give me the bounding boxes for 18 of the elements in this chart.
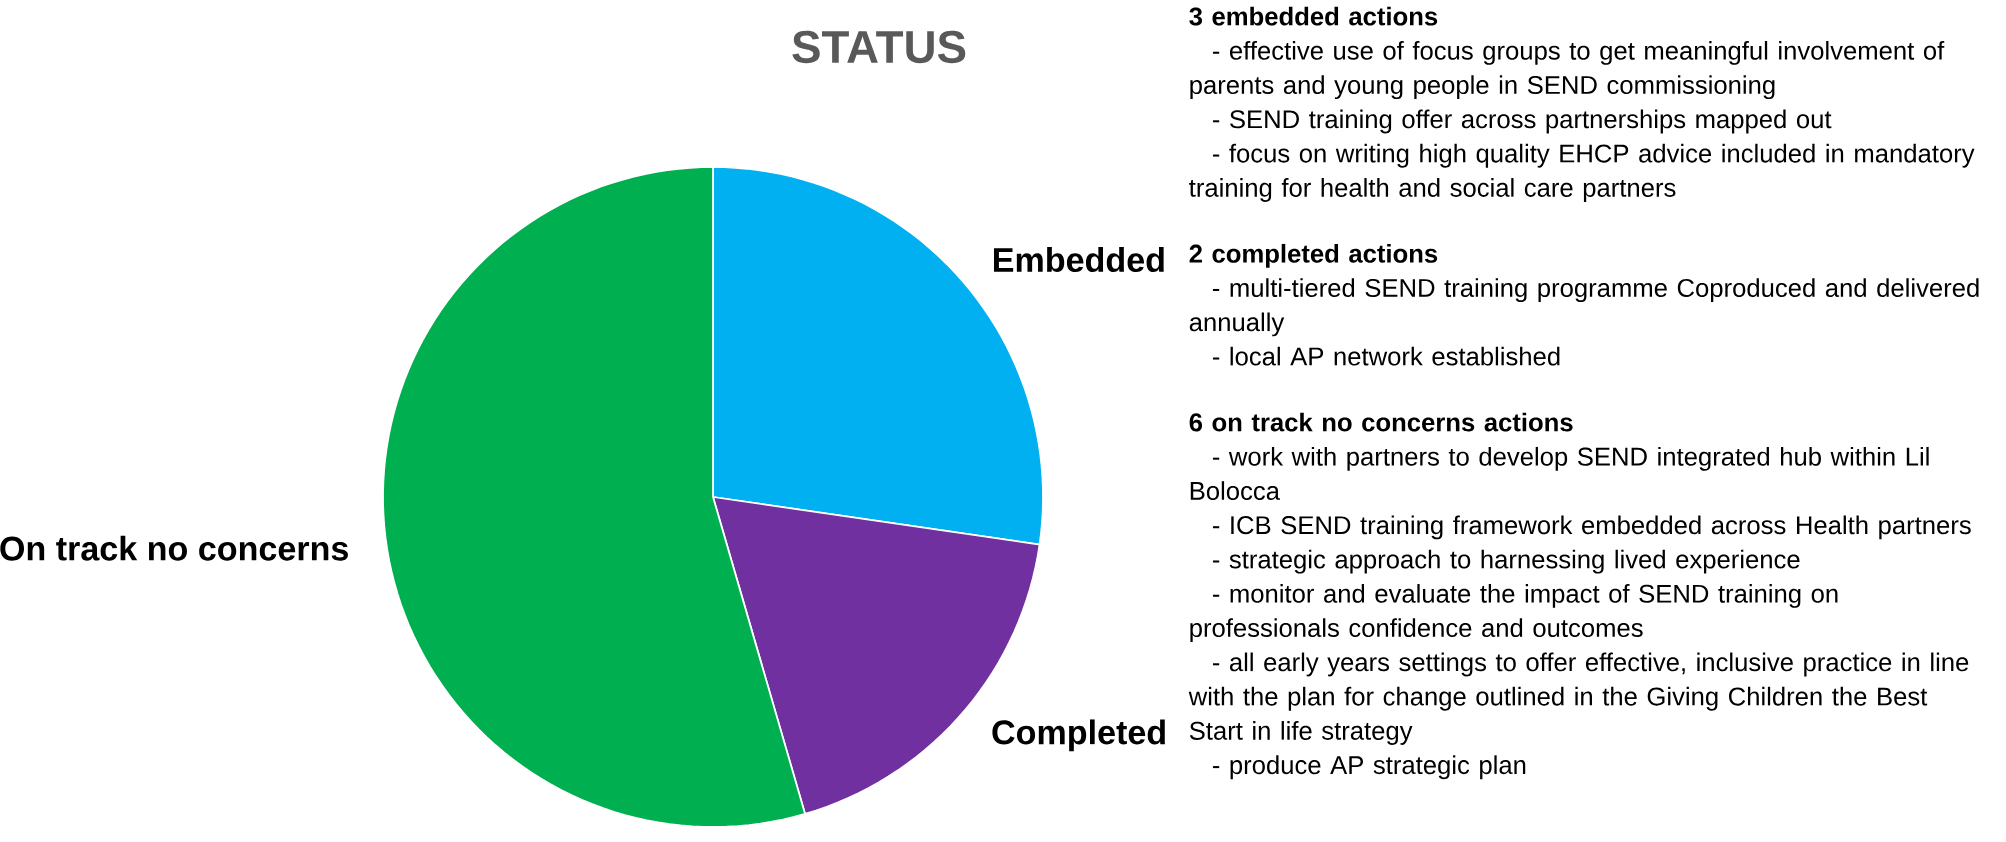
text: - work with partners to develop SEND integrated hub within Lil Bolocca	[1190, 446, 1929, 501]
text: - multi-tiered SEND training programme Coproduced and delivered annually	[1189, 278, 1979, 337]
text: - SEND training offer across partnerships mapped out	[1212, 109, 1832, 134]
chart-title: STATUS	[792, 30, 966, 64]
text: - focus on writing high quality EHCP advice included in mandatory training for health and social care partners	[1189, 143, 1975, 202]
text: 3 embedded actions	[1189, 6, 1438, 26]
slice-label: On track no concerns	[0, 535, 348, 561]
text: - local AP network established	[1212, 346, 1560, 366]
text: - ICB SEND training framework embedded across Health partners	[1212, 515, 1971, 540]
text: 2 completed actions	[1189, 243, 1438, 268]
text: - produce AP strategic plan	[1212, 755, 1526, 780]
text: - strategic approach to harnessing lived experience	[1212, 549, 1800, 574]
text: - monitor and evaluate the impact of SEND training on professionals confidence and outcomes	[1190, 583, 1838, 643]
text: 6 on track no concerns actions	[1189, 412, 1573, 432]
text: - effective use of focus groups to get meaningful involvement of parents and young people in SEND commissioning	[1190, 40, 1945, 100]
text: - all early years settings to offer effective, inclusive practice in line with the plan for change outlined in the Giving Children the Best Start in life strategy	[1188, 652, 1969, 745]
slice-label: Embedded	[994, 247, 1164, 273]
slice-label: Completed	[992, 719, 1165, 752]
